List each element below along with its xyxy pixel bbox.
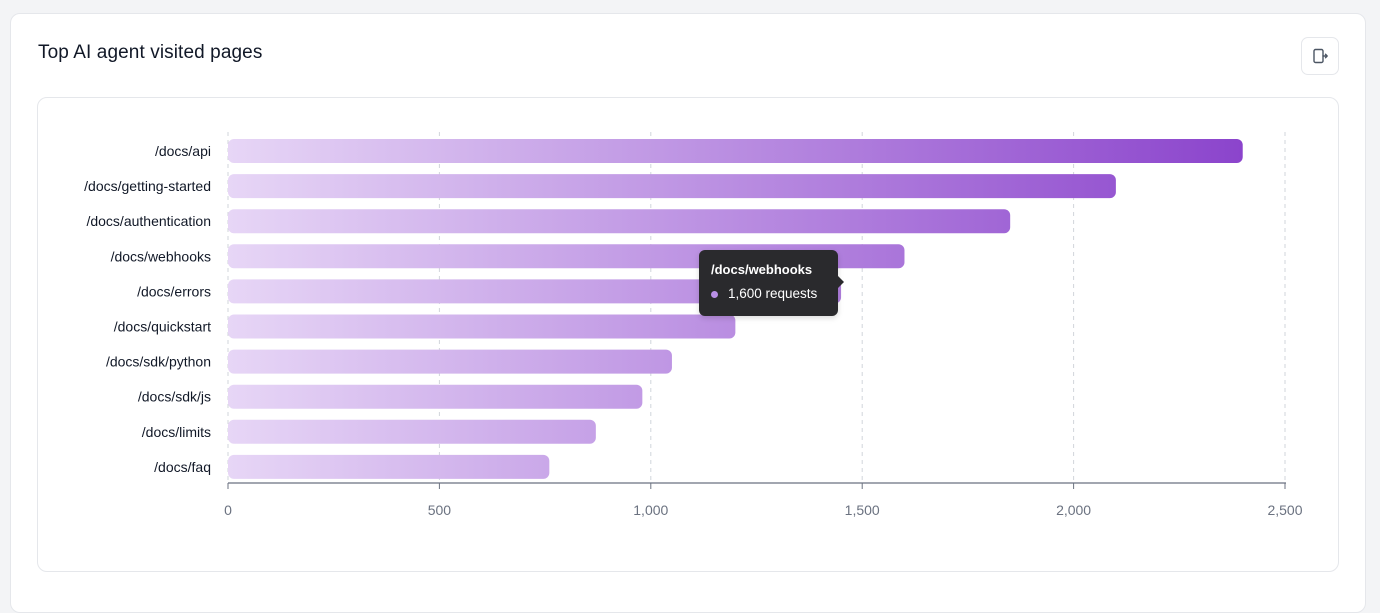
y-category-label: /docs/faq bbox=[154, 459, 211, 475]
x-tick-label: 2,000 bbox=[1056, 502, 1091, 518]
bar[interactable] bbox=[228, 419, 596, 444]
y-category-label: /docs/authentication bbox=[86, 213, 211, 229]
chart-tooltip: /docs/webhooks 1,600 requests bbox=[699, 250, 844, 316]
bar[interactable] bbox=[228, 314, 736, 339]
y-category-label: /docs/quickstart bbox=[114, 319, 211, 335]
bar[interactable] bbox=[228, 279, 842, 304]
x-tick-label: 0 bbox=[224, 502, 232, 518]
x-tick-label: 1,000 bbox=[633, 502, 668, 518]
y-category-label: /docs/webhooks bbox=[111, 248, 211, 264]
card-title: Top AI agent visited pages bbox=[38, 42, 263, 63]
bar[interactable] bbox=[228, 454, 550, 479]
bar[interactable] bbox=[228, 174, 1116, 199]
export-icon bbox=[1313, 48, 1328, 64]
tooltip-value: 1,600 requests bbox=[728, 286, 818, 301]
y-category-label: /docs/sdk/js bbox=[138, 389, 211, 405]
bar-chart: /docs/api/docs/getting-started/docs/auth… bbox=[84, 132, 1303, 518]
y-category-label: /docs/errors bbox=[137, 283, 211, 299]
x-tick-label: 500 bbox=[428, 502, 452, 518]
bar[interactable] bbox=[228, 139, 1243, 163]
y-category-label: /docs/getting-started bbox=[84, 178, 211, 194]
y-category-label: /docs/api bbox=[155, 143, 211, 159]
y-category-label: /docs/limits bbox=[142, 424, 211, 440]
y-category-label: /docs/sdk/python bbox=[106, 354, 211, 370]
tooltip-row: 1,600 requests bbox=[711, 286, 826, 302]
bar[interactable] bbox=[228, 384, 643, 409]
export-button[interactable] bbox=[1301, 37, 1339, 75]
x-tick-label: 2,500 bbox=[1267, 502, 1302, 518]
tooltip-title: /docs/webhooks bbox=[711, 262, 813, 277]
bar[interactable] bbox=[228, 349, 672, 374]
tooltip-series-dot bbox=[711, 290, 718, 298]
x-tick-label: 1,500 bbox=[845, 502, 880, 518]
bar[interactable] bbox=[228, 209, 1011, 234]
